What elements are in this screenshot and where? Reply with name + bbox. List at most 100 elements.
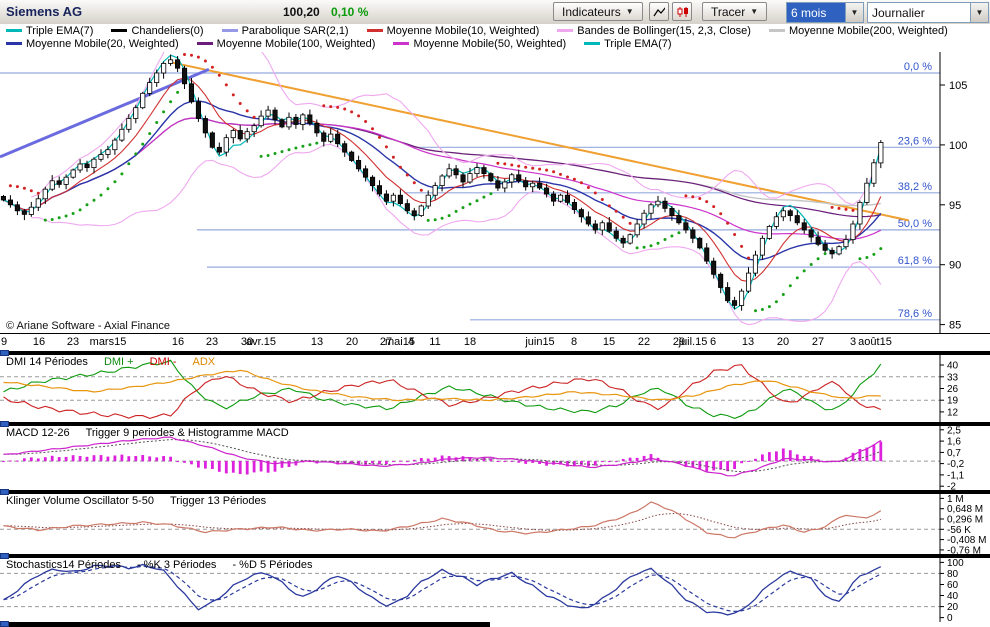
legend-item: Triple EMA(7) [584, 38, 671, 50]
panel-title-part: Trigger 9 periodes & Histogramme MACD [86, 427, 289, 439]
chart-style-line-button[interactable] [649, 2, 669, 21]
date-label: mars15 [90, 336, 127, 348]
panel-resize-handle[interactable] [0, 621, 9, 627]
legend-label: Bandes de Bollinger(15, 2,3, Close) [577, 25, 751, 37]
legend-swatch-icon [584, 42, 600, 45]
date-label: 15 [603, 336, 615, 348]
chart-style-candles-button[interactable] [672, 2, 692, 21]
legend-label: Parabolique SAR(2,1) [242, 25, 349, 37]
panel-resize-handle[interactable] [0, 350, 9, 356]
stochastics-panel[interactable]: 100806040200 Stochastics14 Périodes- %K … [0, 558, 990, 622]
legend-label: Moyenne Mobile(50, Weighted) [413, 38, 566, 50]
date-label: août15 [858, 336, 892, 348]
svg-text:-1,1: -1,1 [947, 470, 965, 481]
dmi-panel[interactable]: 4033261912 DMI 14 PériodesDMI +DMI -ADX [0, 355, 990, 422]
svg-text:1,6: 1,6 [947, 437, 961, 448]
legend-swatch-icon [769, 29, 785, 32]
watermark: © Ariane Software - Axial Finance [6, 320, 170, 332]
tracer-button-label: Tracer [711, 5, 745, 19]
panel-title-part: Trigger 13 Périodes [170, 495, 266, 507]
svg-text:78,6 %: 78,6 % [898, 308, 932, 320]
legend-label: Moyenne Mobile(100, Weighted) [217, 38, 376, 50]
legend-swatch-icon [557, 29, 573, 32]
legend-item: Moyenne Mobile(100, Weighted) [197, 38, 376, 50]
legend-swatch-icon [6, 42, 22, 45]
date-label: 13 [742, 336, 754, 348]
svg-text:85: 85 [949, 320, 961, 332]
legend-item: Moyenne Mobile(50, Weighted) [393, 38, 566, 50]
horizontal-scrollbar[interactable] [0, 622, 490, 627]
date-label: 16 [33, 336, 45, 348]
panel-title-part: ADX [192, 356, 215, 368]
date-label: 16 [172, 336, 184, 348]
date-label: 20 [346, 336, 358, 348]
date-label: 13 [311, 336, 323, 348]
panel-title-part: Stochastics14 Périodes [6, 559, 121, 571]
stochastics-panel-title: Stochastics14 Périodes - %K 3 Périodes - %… [6, 559, 329, 571]
indicator-legend: Triple EMA(7) Chandeliers(0) Parabolique S… [0, 24, 990, 52]
macd-panel-title: MACD 12-26 Trigger 9 periodes & Histogram… [6, 427, 305, 439]
klinger-panel[interactable]: 1 M0,648 M0,296 M-56 K-0,408 M-0,76 M Kl… [0, 494, 990, 554]
frequency-select[interactable]: Journalier ▼ [867, 2, 989, 23]
period-select[interactable]: 6 mois ▼ [786, 2, 864, 23]
panel-title-part: Klinger Volume Oscillator 5-50 [6, 495, 154, 507]
date-label: 6 [710, 336, 716, 348]
tracer-button[interactable]: Tracer ▼ [702, 2, 767, 21]
price-chart-canvas[interactable]: 0,0 %23,6 %38,2 %50,0 %61,8 %78,6 %10510… [0, 52, 990, 333]
legend-item: Moyenne Mobile(10, Weighted) [367, 25, 540, 37]
date-label: 8 [571, 336, 577, 348]
svg-text:33: 33 [947, 372, 959, 383]
indicators-button[interactable]: Indicateurs ▼ [553, 2, 643, 21]
panel-title-part: MACD 12-26 [6, 427, 70, 439]
svg-text:105: 105 [949, 80, 967, 92]
price-chart[interactable]: 0,0 %23,6 %38,2 %50,0 %61,8 %78,6 %10510… [0, 52, 990, 333]
symbol-title: Siemens AG [6, 4, 82, 19]
legend-item: Chandeliers(0) [111, 25, 203, 37]
legend-label: Moyenne Mobile(10, Weighted) [387, 25, 540, 37]
panel-resize-handle[interactable] [0, 489, 9, 495]
svg-text:12: 12 [947, 407, 959, 418]
date-label: 23 [206, 336, 218, 348]
macd-panel[interactable]: 2,51,60,7-0,2-1,1-2 MACD 12-26Trigger 9 … [0, 426, 990, 490]
legend-swatch-icon [197, 42, 213, 45]
svg-text:60: 60 [947, 580, 959, 591]
svg-text:0: 0 [947, 613, 953, 622]
panel-resize-handle[interactable] [0, 553, 9, 559]
legend-item: Moyenne Mobile(200, Weighted) [769, 25, 948, 37]
frequency-select-value: Journalier [868, 3, 970, 22]
svg-text:26: 26 [947, 384, 959, 395]
svg-text:90: 90 [949, 260, 961, 272]
chevron-down-icon: ▼ [626, 7, 634, 16]
svg-text:38,2 %: 38,2 % [898, 181, 932, 193]
date-label: 3 [850, 336, 856, 348]
klinger-panel-title: Klinger Volume Oscillator 5-50 Trigger 13… [6, 495, 282, 507]
panel-title-part: - %D 5 Périodes [232, 559, 312, 571]
panel-resize-handle[interactable] [0, 421, 9, 427]
svg-text:-2: -2 [947, 482, 956, 490]
date-label: 20 [777, 336, 789, 348]
panel-title-part: DMI 14 Périodes [6, 356, 88, 368]
date-label: 11 [429, 336, 440, 348]
candlestick-chart-icon [676, 6, 688, 18]
panel-title-part: - %K 3 Périodes [137, 559, 216, 571]
legend-label: Moyenne Mobile(200, Weighted) [789, 25, 948, 37]
last-price: 100,20 [283, 5, 320, 19]
svg-text:20: 20 [947, 602, 959, 613]
legend-swatch-icon [6, 29, 22, 32]
date-label: juil.15 [679, 336, 708, 348]
svg-text:61,8 %: 61,8 % [898, 255, 932, 267]
legend-swatch-icon [367, 29, 383, 32]
date-label: 23 [67, 336, 79, 348]
date-label: juin15 [525, 336, 554, 348]
date-label: avr.15 [246, 336, 276, 348]
legend-label: Triple EMA(7) [604, 38, 671, 50]
date-label: 22 [638, 336, 650, 348]
legend-item: Bandes de Bollinger(15, 2,3, Close) [557, 25, 751, 37]
svg-text:19: 19 [947, 396, 959, 407]
svg-text:0,7: 0,7 [947, 448, 961, 459]
legend-label: Chandeliers(0) [131, 25, 203, 37]
svg-text:40: 40 [947, 361, 959, 372]
indicators-button-label: Indicateurs [562, 5, 621, 19]
legend-swatch-icon [393, 42, 409, 45]
date-label: 9 [1, 336, 7, 348]
